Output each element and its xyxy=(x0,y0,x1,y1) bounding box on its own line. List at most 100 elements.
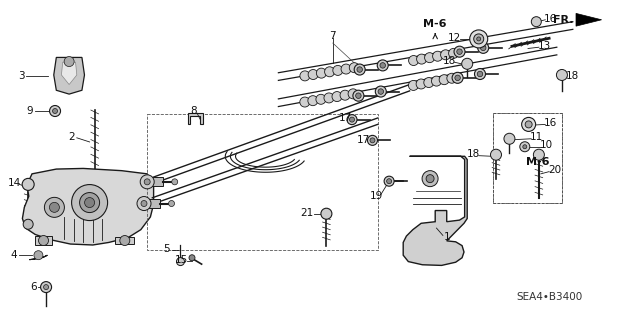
Circle shape xyxy=(431,76,442,86)
Circle shape xyxy=(449,48,459,58)
Text: SEA4•B3400: SEA4•B3400 xyxy=(516,292,582,302)
Bar xyxy=(147,114,378,250)
Circle shape xyxy=(520,142,530,152)
Polygon shape xyxy=(22,168,154,245)
Circle shape xyxy=(137,197,151,211)
Circle shape xyxy=(533,149,545,160)
Circle shape xyxy=(377,60,388,71)
Circle shape xyxy=(321,208,332,219)
Circle shape xyxy=(416,79,426,89)
Circle shape xyxy=(470,30,488,48)
Text: 11: 11 xyxy=(530,132,543,142)
Bar xyxy=(493,113,562,203)
Text: 16: 16 xyxy=(544,13,557,24)
Text: 17: 17 xyxy=(357,135,370,145)
Circle shape xyxy=(349,117,355,122)
Circle shape xyxy=(384,176,394,186)
Circle shape xyxy=(316,68,326,78)
Circle shape xyxy=(141,201,147,206)
Circle shape xyxy=(477,71,483,77)
Circle shape xyxy=(144,179,150,185)
Circle shape xyxy=(332,92,342,101)
Circle shape xyxy=(189,255,195,261)
Text: 5: 5 xyxy=(163,244,170,255)
Circle shape xyxy=(348,89,358,99)
Polygon shape xyxy=(35,236,52,245)
Circle shape xyxy=(333,65,343,75)
Text: M-6: M-6 xyxy=(526,157,549,167)
Polygon shape xyxy=(188,113,203,124)
Text: 1: 1 xyxy=(444,232,450,242)
Circle shape xyxy=(34,251,43,260)
Circle shape xyxy=(44,197,65,217)
Polygon shape xyxy=(147,177,163,186)
Text: 3: 3 xyxy=(18,71,24,81)
Polygon shape xyxy=(54,57,84,94)
Circle shape xyxy=(504,133,515,144)
Circle shape xyxy=(349,63,359,73)
Circle shape xyxy=(22,178,34,190)
Circle shape xyxy=(455,75,460,81)
Circle shape xyxy=(378,89,383,94)
Text: 19: 19 xyxy=(370,191,383,201)
Circle shape xyxy=(308,96,318,106)
Polygon shape xyxy=(403,156,467,265)
Circle shape xyxy=(440,50,451,60)
Circle shape xyxy=(380,63,385,68)
Circle shape xyxy=(140,175,154,189)
Text: 20: 20 xyxy=(548,165,561,175)
Text: 13: 13 xyxy=(538,41,550,51)
Circle shape xyxy=(356,93,361,99)
Circle shape xyxy=(387,179,392,184)
Circle shape xyxy=(490,149,502,160)
Text: 7: 7 xyxy=(330,31,336,41)
Circle shape xyxy=(461,58,473,69)
Circle shape xyxy=(481,45,486,51)
Circle shape xyxy=(316,94,326,104)
Circle shape xyxy=(375,86,387,97)
Circle shape xyxy=(357,67,362,72)
Text: 2: 2 xyxy=(68,132,75,142)
Circle shape xyxy=(439,75,449,85)
Circle shape xyxy=(522,117,536,131)
Circle shape xyxy=(49,202,60,212)
Circle shape xyxy=(426,174,434,183)
Circle shape xyxy=(79,193,100,212)
Circle shape xyxy=(531,17,541,27)
Circle shape xyxy=(52,108,58,114)
Text: FR.: FR. xyxy=(553,15,573,25)
Circle shape xyxy=(40,282,52,293)
Polygon shape xyxy=(29,255,47,260)
Circle shape xyxy=(341,64,351,74)
Circle shape xyxy=(424,78,434,87)
Circle shape xyxy=(523,145,527,149)
Circle shape xyxy=(454,46,465,57)
Circle shape xyxy=(168,201,175,206)
Text: 21: 21 xyxy=(301,208,314,218)
Circle shape xyxy=(44,285,49,290)
Text: 15: 15 xyxy=(175,255,188,265)
Polygon shape xyxy=(61,62,77,85)
Circle shape xyxy=(38,235,49,246)
Circle shape xyxy=(308,70,318,79)
Circle shape xyxy=(64,56,74,67)
Circle shape xyxy=(424,53,435,63)
Polygon shape xyxy=(115,237,134,244)
Text: 4: 4 xyxy=(10,250,17,260)
Circle shape xyxy=(417,54,427,64)
Text: 16: 16 xyxy=(544,118,557,128)
Text: 18: 18 xyxy=(467,149,480,160)
Circle shape xyxy=(120,235,130,246)
Circle shape xyxy=(324,93,334,103)
Circle shape xyxy=(474,34,484,44)
Text: 8: 8 xyxy=(190,106,196,116)
Circle shape xyxy=(408,56,419,65)
Circle shape xyxy=(300,97,310,107)
Circle shape xyxy=(354,64,365,75)
Text: 17: 17 xyxy=(339,113,352,123)
Polygon shape xyxy=(144,199,160,208)
Circle shape xyxy=(23,219,33,229)
Circle shape xyxy=(447,73,457,83)
Circle shape xyxy=(49,106,61,116)
Text: 10: 10 xyxy=(540,140,552,151)
